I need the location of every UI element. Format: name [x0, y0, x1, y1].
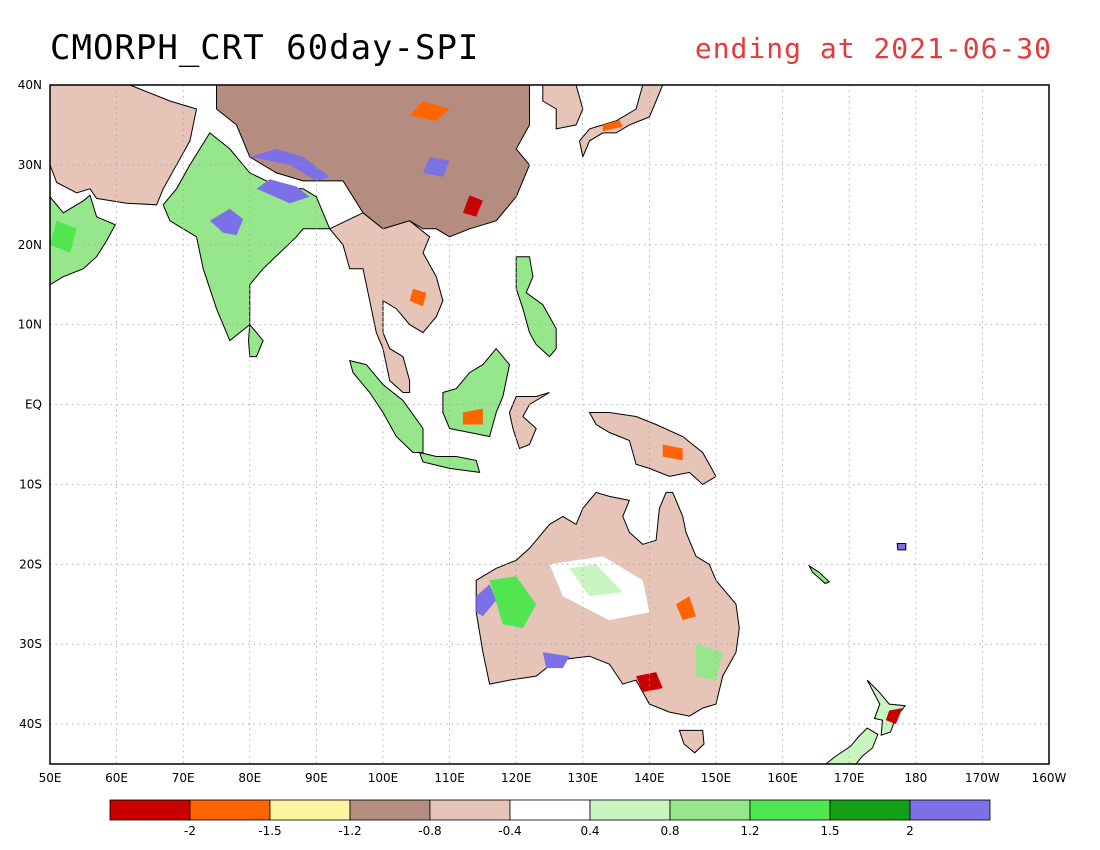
- spi-area-sw-aus-wet: [542, 652, 570, 669]
- landmass-new-caledonia: [807, 564, 831, 585]
- lon-axis-labels: 50E 60E 70E 80E 90E 100E 110E 120E 130E 140E 150E 1…: [39, 771, 1067, 785]
- color-legend: -2 -1.5 -1.2 -0.8 -0.4 0.4 0.8 1.2 1.5 2: [109, 799, 991, 838]
- landmass-sulawesi: [508, 392, 550, 450]
- spi-area-japan-dry: [602, 120, 623, 132]
- spi-area-w-aus-wet: [476, 584, 497, 617]
- lon-tick-label: 150E: [701, 771, 732, 785]
- lon-tick-label: 170W: [965, 771, 1000, 785]
- lon-tick-label: 160E: [767, 771, 798, 785]
- landmass-japan: [578, 85, 664, 159]
- legend-label: -1.5: [258, 824, 281, 838]
- lon-tick-label: 160W: [1032, 771, 1067, 785]
- spi-area-tibet-wet: [249, 148, 330, 181]
- lon-tick-label: 50E: [39, 771, 62, 785]
- spi-area-e-aus-green: [696, 644, 723, 681]
- spi-area-interior-green: [569, 564, 623, 597]
- legend-swatch: [589, 799, 671, 821]
- lat-tick-label: 10S: [19, 477, 42, 491]
- lon-tick-label: 70E: [172, 771, 195, 785]
- lon-tick-label: 170E: [834, 771, 865, 785]
- lon-tick-label: 120E: [501, 771, 532, 785]
- lon-tick-label: 90E: [305, 771, 328, 785]
- spi-area-north-india-wet: [256, 179, 310, 204]
- spi-area-se-aus-dry: [636, 672, 663, 693]
- spi-area-w-aus-green: [489, 576, 537, 629]
- landmass-china: [216, 85, 531, 238]
- landmass-india: [162, 132, 331, 342]
- landmass-sumatra: [348, 359, 424, 453]
- lat-tick-label: 30N: [18, 158, 42, 172]
- lat-tick-label: 10N: [18, 318, 42, 332]
- lat-axis-labels: 40N 30N 20N 10N EQ 10S 20S 30S 40S: [18, 78, 42, 731]
- lon-tick-label: 130E: [568, 771, 599, 785]
- legend-swatch: [909, 799, 991, 821]
- landmass-java: [418, 451, 481, 473]
- spi-area-borneo-dry: [462, 408, 483, 425]
- landmass-fiji: [896, 543, 907, 551]
- landmass-philippines: [515, 256, 557, 358]
- legend-swatch: [509, 799, 591, 821]
- landmass-png: [588, 412, 717, 486]
- lat-tick-label: EQ: [25, 398, 42, 412]
- lon-tick-label: 100E: [368, 771, 399, 785]
- legend-label: -2: [184, 824, 196, 838]
- lon-tick-label: 60E: [105, 771, 128, 785]
- spi-area-india-wet: [209, 208, 244, 236]
- map-subtitle: ending at 2021-06-30: [694, 32, 1052, 65]
- grid-lines: [50, 85, 1049, 764]
- legend-label: 1.2: [740, 824, 759, 838]
- spi-area-ne-aus-dry: [676, 596, 696, 621]
- legend-swatch: [269, 799, 351, 821]
- legend-swatch: [109, 799, 191, 821]
- spi-area-vietnam-dry: [409, 288, 427, 307]
- legend-swatch: [669, 799, 751, 821]
- lon-tick-label: 80E: [238, 771, 261, 785]
- legend-swatch: [749, 799, 831, 821]
- lon-tick-label: 180: [904, 771, 927, 785]
- landmass-borneo: [442, 347, 511, 438]
- legend-label: 0.4: [580, 824, 599, 838]
- landmass-arabia: [50, 194, 117, 286]
- lat-tick-label: 20S: [19, 557, 42, 571]
- map-frame: [49, 84, 1050, 765]
- landmass-srilanka: [247, 323, 264, 358]
- legend-label: 1.5: [820, 824, 839, 838]
- lat-tick-label: 20N: [18, 238, 42, 252]
- legend-label: -0.8: [418, 824, 441, 838]
- spi-area-nz-dry: [885, 708, 903, 725]
- legend-label: 0.8: [660, 824, 679, 838]
- lat-tick-label: 40S: [19, 717, 42, 731]
- spi-area-png-dry: [662, 444, 683, 461]
- lat-tick-label: 30S: [19, 637, 42, 651]
- lon-tick-label: 110E: [434, 771, 465, 785]
- landmass-iran: [50, 85, 198, 206]
- landmass-tasmania: [678, 729, 705, 754]
- legend-swatch: [829, 799, 911, 821]
- legend-swatch: [189, 799, 271, 821]
- landmass-nz-north: [866, 679, 907, 736]
- lon-tick-label: 140E: [634, 771, 665, 785]
- lat-tick-label: 40N: [18, 78, 42, 92]
- legend-label: -0.4: [498, 824, 521, 838]
- legend-label: 2: [906, 824, 914, 838]
- map-title: CMORPH_CRT 60day-SPI: [50, 28, 480, 68]
- legend-swatch: [429, 799, 511, 821]
- landmass-nz-south: [825, 727, 879, 764]
- landmass-korea: [542, 85, 584, 130]
- legend-swatch: [349, 799, 431, 821]
- spi-area-south-china-dry: [462, 195, 483, 217]
- spi-anomaly-layer: [50, 101, 903, 725]
- legend-label: -1.2: [338, 824, 361, 838]
- spi-area-central-china-wet: [423, 156, 450, 177]
- spi-area-north-china-dry: [409, 101, 450, 121]
